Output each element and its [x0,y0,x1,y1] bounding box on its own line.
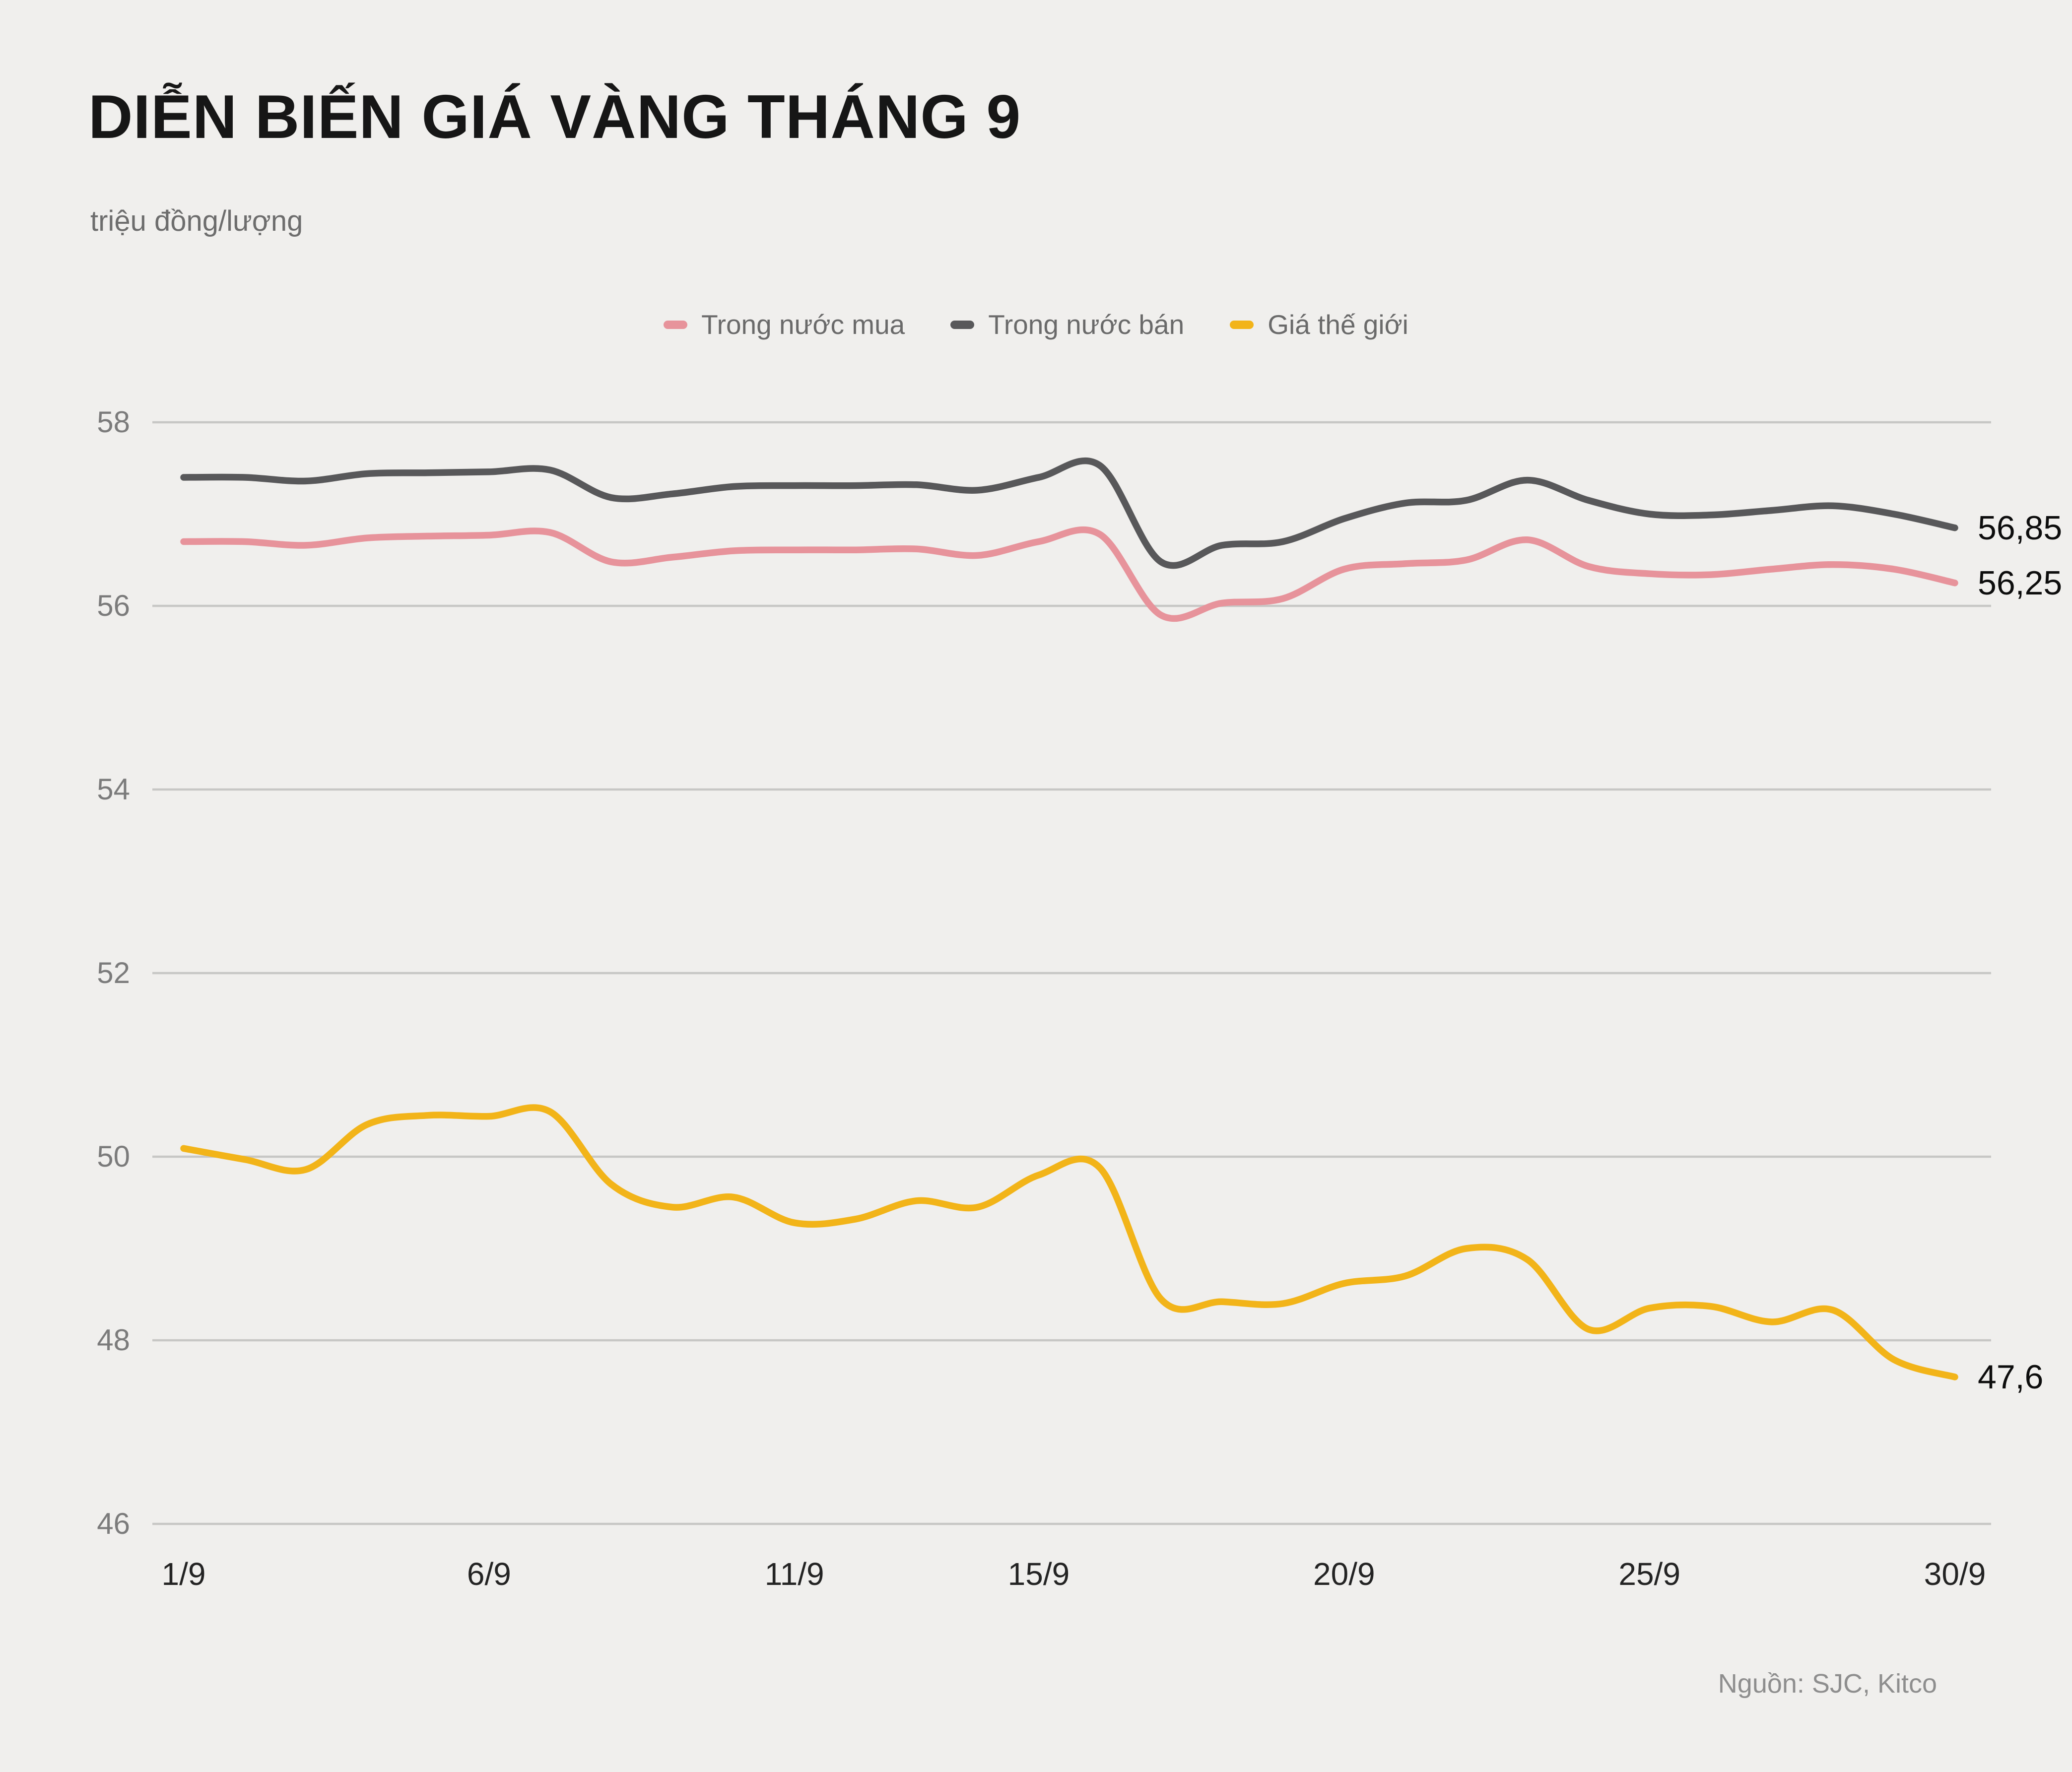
line-world [180,1104,1958,1380]
y-axis-label-48: 48 [97,1323,130,1357]
legend-item-world: Giá thế giới [1230,309,1408,340]
x-axis-label-30-9: 30/9 [1924,1556,1986,1592]
y-axis-label-50: 50 [97,1140,130,1173]
end-value-label-sell: 56,85 [1978,509,2063,547]
x-axis-label-25-9: 25/9 [1618,1556,1680,1592]
legend-label-world: Giá thế giới [1268,309,1408,340]
y-axis-label-46: 46 [97,1507,130,1540]
x-axis-label-11-9: 11/9 [764,1556,824,1592]
x-axis-label-15-9: 15/9 [1007,1556,1070,1592]
chart-legend: Trong nước mua Trong nước bán Giá thế gi… [0,309,2072,340]
legend-marker-world-icon [1230,320,1254,329]
source-credit: Nguồn: SJC, Kitco [1718,1669,1937,1699]
x-axis-label-6-9: 6/9 [467,1556,511,1592]
y-axis-label-54: 54 [97,773,130,806]
line-buy [180,526,1958,622]
legend-marker-sell-icon [950,320,975,329]
line-sell [180,457,1958,569]
legend-label-sell: Trong nước bán [988,309,1185,340]
y-axis-label-56: 56 [97,589,130,622]
y-axis-label-58: 58 [97,405,130,439]
end-value-label-world: 47,6 [1978,1358,2044,1396]
legend-item-sell: Trong nước bán [950,309,1184,340]
x-axis-label-20-9: 20/9 [1313,1556,1375,1592]
y-axis-label-52: 52 [97,956,130,989]
legend-item-buy: Trong nước mua [664,309,905,340]
legend-label-buy: Trong nước mua [701,309,905,340]
page-title: DIỄN BIẾN GIÁ VÀNG THÁNG 9 [88,83,1021,151]
legend-marker-buy-icon [664,320,688,329]
x-axis-label-1-9: 1/9 [161,1556,206,1592]
end-value-label-buy: 56,25 [1978,564,2063,602]
unit-label: triệu đồng/lượng [90,205,303,237]
